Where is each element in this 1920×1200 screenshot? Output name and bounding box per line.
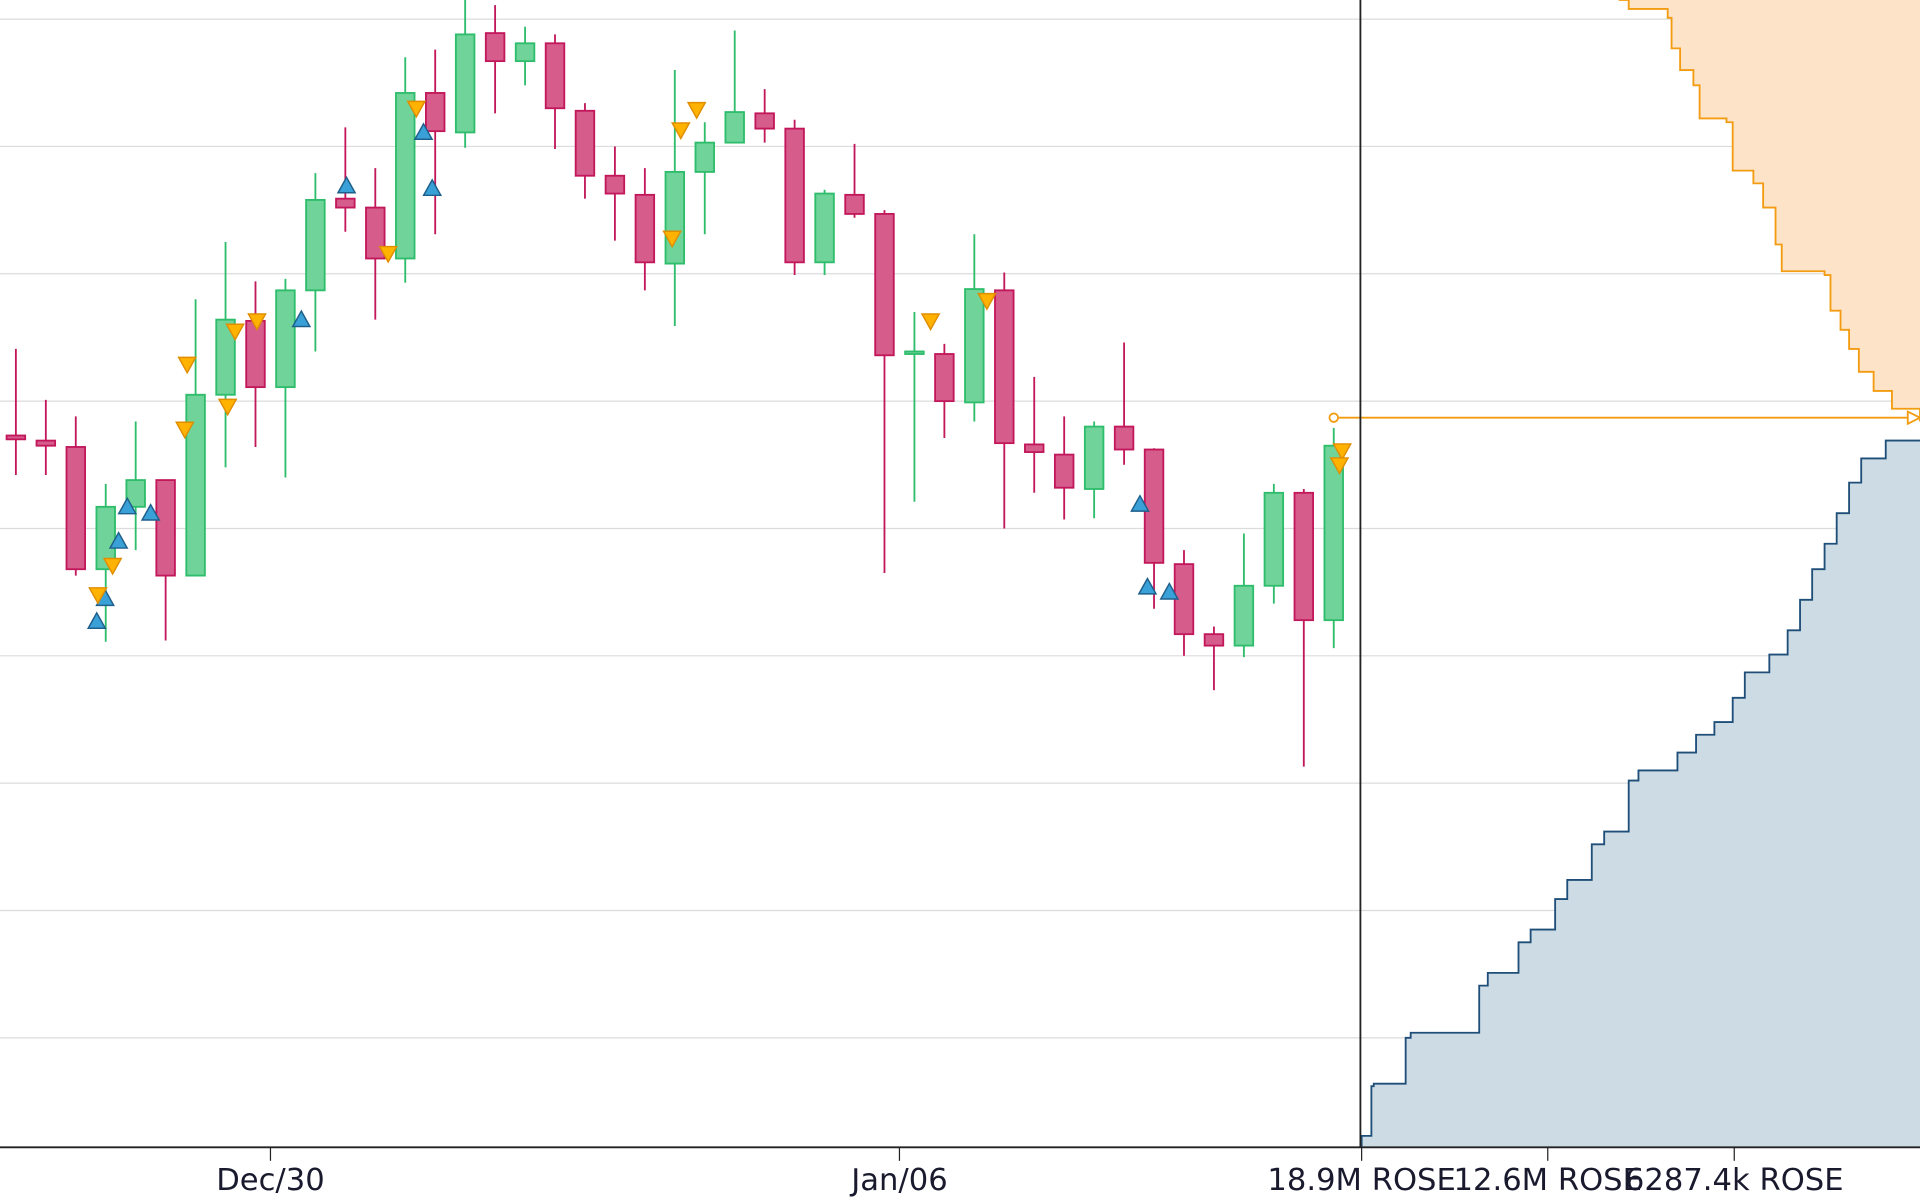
candle-body xyxy=(574,109,596,177)
candle-body xyxy=(604,174,626,195)
candle-body xyxy=(454,33,476,134)
buy-marker xyxy=(1159,582,1180,600)
trade-markers xyxy=(86,100,1920,630)
candle-body xyxy=(514,42,536,63)
candle-body xyxy=(814,192,835,264)
candle-body xyxy=(305,199,326,292)
buy-marker xyxy=(108,531,129,549)
sell-marker xyxy=(225,323,245,342)
candle-body xyxy=(65,446,86,571)
buy-marker xyxy=(422,178,443,197)
candle-body xyxy=(724,111,745,144)
buy-marker xyxy=(1137,576,1158,595)
candle-body xyxy=(664,170,686,265)
buy-marker xyxy=(1130,494,1150,512)
sell-marker xyxy=(662,230,682,249)
candle-body xyxy=(994,289,1015,445)
candle-body xyxy=(934,353,955,403)
candle-body xyxy=(634,193,656,264)
sell-marker xyxy=(1329,457,1350,475)
candle-body xyxy=(1203,633,1225,647)
candle-body xyxy=(844,193,865,215)
last-price-pointer xyxy=(1906,410,1920,426)
candle-body xyxy=(335,197,356,209)
candle-body xyxy=(874,213,895,357)
buy-marker xyxy=(140,503,161,521)
buy-marker xyxy=(291,309,312,328)
sell-marker xyxy=(406,100,427,119)
sell-marker xyxy=(686,101,707,120)
candle-body xyxy=(754,112,775,130)
sell-marker xyxy=(88,587,108,605)
candle-body xyxy=(694,141,715,173)
sell-marker xyxy=(977,292,997,311)
sell-marker xyxy=(247,313,267,331)
candle-body xyxy=(5,434,27,441)
x-tick-label: 12.6M ROSE xyxy=(1454,1163,1642,1198)
x-tick-label: 6287.4k ROSE xyxy=(1625,1163,1844,1198)
sell-marker xyxy=(670,122,691,140)
candle-body xyxy=(1053,453,1075,489)
sell-marker xyxy=(920,313,941,331)
candle-body xyxy=(1293,491,1315,622)
candle-body xyxy=(1113,425,1135,451)
sell-marker xyxy=(217,398,238,417)
candle-body xyxy=(1263,491,1285,587)
candle-body xyxy=(1024,443,1045,453)
sell-marker xyxy=(174,421,195,440)
asks-line xyxy=(1618,0,1920,422)
buy-marker xyxy=(336,175,357,194)
candle-body xyxy=(275,289,296,389)
sell-marker xyxy=(102,557,123,576)
candle-body xyxy=(125,479,146,508)
asks-area xyxy=(1618,0,1920,422)
bids-line xyxy=(1360,439,1920,1148)
candle-body xyxy=(964,288,985,404)
buy-marker xyxy=(117,496,138,515)
candle-body xyxy=(1143,448,1165,564)
depth-chart xyxy=(1360,0,1920,1148)
candle-body xyxy=(215,318,236,396)
x-tick-label: 18.9M ROSE xyxy=(1267,1163,1455,1198)
bids-area xyxy=(1361,440,1920,1148)
candle-body xyxy=(424,92,446,133)
x-tick-label: Jan/06 xyxy=(849,1163,947,1198)
candle-body xyxy=(365,206,386,260)
candle-body xyxy=(1233,584,1255,647)
candle-body xyxy=(484,32,506,63)
sell-marker xyxy=(1332,443,1352,461)
candle-body xyxy=(245,319,266,389)
candle-body xyxy=(155,479,176,577)
candle-body xyxy=(395,92,416,260)
grid xyxy=(0,18,1920,1039)
x-tick-label: Dec/30 xyxy=(216,1163,325,1198)
candle-body xyxy=(544,42,566,110)
sell-marker xyxy=(177,356,198,375)
sell-marker xyxy=(378,245,398,264)
candle-body xyxy=(35,439,57,447)
candle-body xyxy=(1083,425,1105,490)
last-price-dot xyxy=(1328,412,1339,423)
candle-body xyxy=(784,127,805,264)
candle-body xyxy=(904,350,925,355)
candle-body xyxy=(185,393,206,577)
candles xyxy=(5,0,1344,767)
buy-marker xyxy=(86,611,107,630)
buy-marker xyxy=(413,122,434,141)
